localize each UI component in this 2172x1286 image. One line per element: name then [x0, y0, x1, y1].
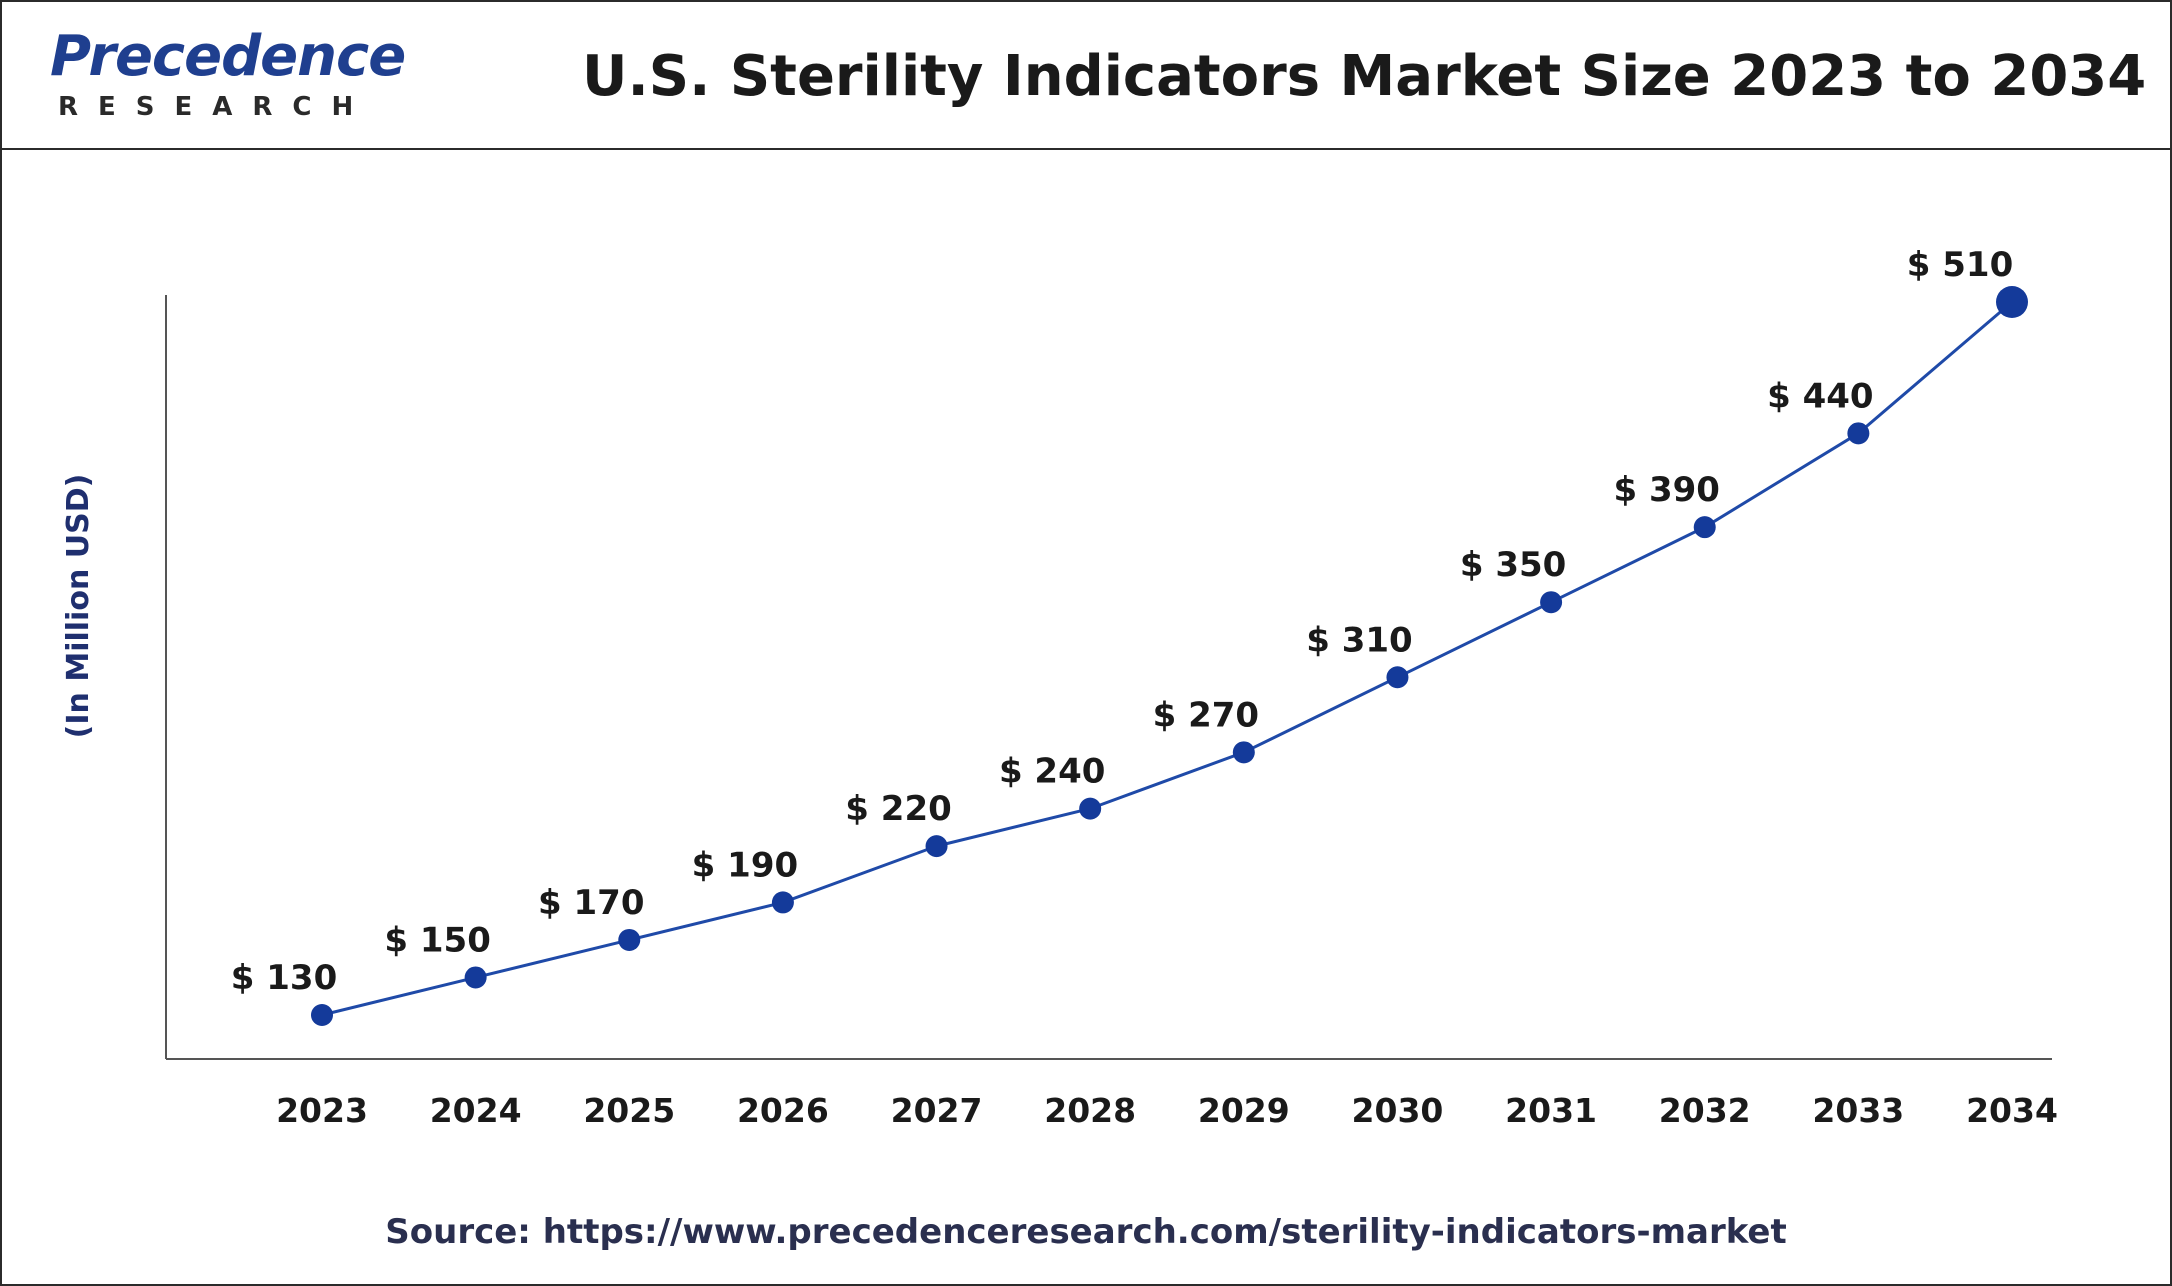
x-tick-label-2034: 2034	[1966, 1091, 2058, 1130]
data-label-2034: $ 510	[1907, 245, 2013, 285]
source-note: Source: https://www.precedenceresearch.c…	[385, 1212, 1787, 1252]
data-point-2024	[464, 966, 487, 989]
data-point-2026	[771, 891, 794, 914]
x-tick-label-2027: 2027	[891, 1091, 983, 1130]
data-label-2031: $ 350	[1460, 545, 1566, 585]
data-point-2025	[618, 928, 641, 951]
x-tick-label-2033: 2033	[1812, 1091, 1904, 1130]
data-label-2030: $ 310	[1306, 620, 1412, 660]
x-tick-label-2029: 2029	[1198, 1091, 1290, 1130]
chart-title: U.S. Sterility Indicators Market Size 20…	[582, 44, 2147, 109]
logo: Precedence RESEARCH	[50, 20, 410, 130]
data-label-2024: $ 150	[384, 920, 490, 960]
x-tick-label-2026: 2026	[737, 1091, 829, 1130]
data-point-2030	[1386, 666, 1409, 689]
data-label-2033: $ 440	[1767, 376, 1873, 416]
data-point-2028	[1079, 797, 1102, 820]
x-tick-label-2032: 2032	[1659, 1091, 1751, 1130]
data-label-2028: $ 240	[999, 752, 1105, 792]
data-label-2026: $ 190	[692, 845, 798, 885]
x-tick-label-2025: 2025	[583, 1091, 675, 1130]
line-chart: (In Million USD) $ 130 2023 $ 150 2024 $ 170 2…	[61, 245, 2058, 1130]
series-line	[321, 300, 2013, 1017]
chart-labels: (In Million USD) $ 130 2023 $ 150 2024 $ 170 2…	[61, 245, 2058, 1130]
x-tick-label-2023: 2023	[276, 1091, 368, 1130]
data-point-2027	[925, 835, 948, 858]
data-point-2029	[1232, 741, 1255, 764]
chart-axes	[165, 295, 2052, 1060]
data-label-2027: $ 220	[845, 789, 951, 829]
data-label-2023: $ 130	[231, 958, 337, 998]
data-label-2032: $ 390	[1613, 470, 1719, 510]
x-tick-label-2024: 2024	[430, 1091, 522, 1130]
chart-series	[311, 286, 2028, 1026]
logo-wordmark: Precedence	[50, 24, 406, 89]
data-label-2025: $ 170	[538, 883, 644, 923]
data-point-2032	[1693, 516, 1716, 539]
x-tick-label-2028: 2028	[1044, 1091, 1136, 1130]
data-point-2034	[1996, 286, 2028, 318]
logo-subtitle: RESEARCH	[58, 92, 374, 122]
data-point-2023	[311, 1004, 333, 1026]
x-tick-label-2030: 2030	[1352, 1091, 1444, 1130]
header: Precedence RESEARCH U.S. Sterility Indic…	[2, 2, 2170, 150]
data-point-2031	[1540, 591, 1563, 614]
y-axis-label: (In Million USD)	[61, 474, 96, 739]
x-tick-label-2031: 2031	[1505, 1091, 1597, 1130]
data-point-2033	[1847, 422, 1870, 445]
data-label-2029: $ 270	[1153, 695, 1259, 735]
